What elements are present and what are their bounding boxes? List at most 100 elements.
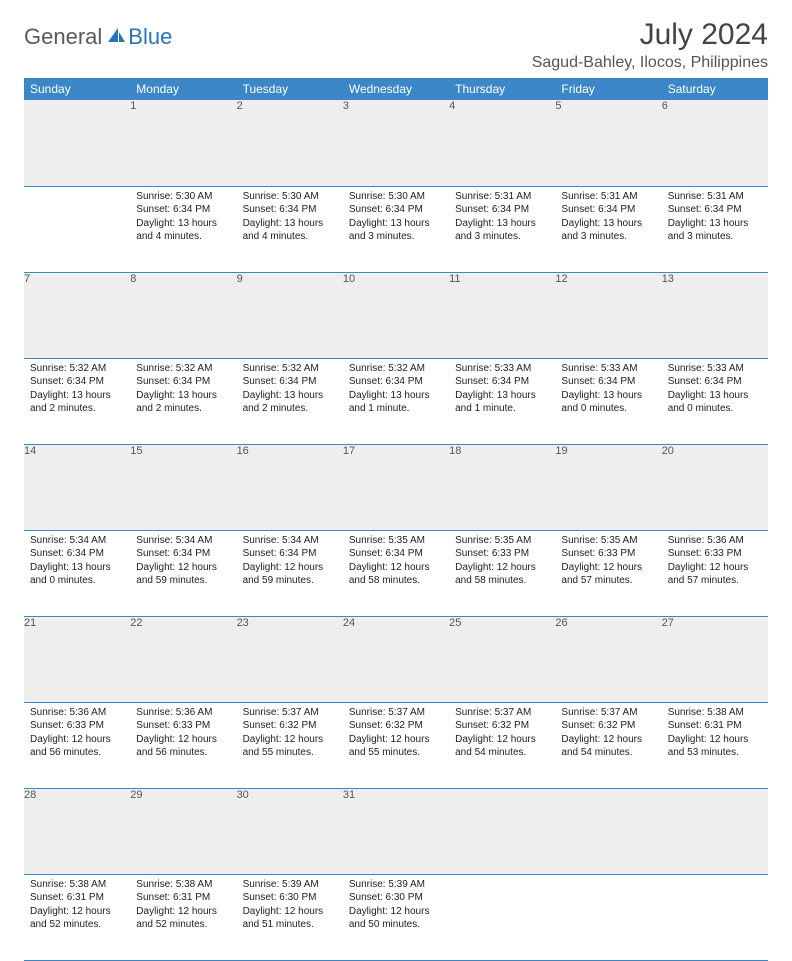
sunset-text: Sunset: 6:34 PM [30, 547, 124, 561]
day-cell: Sunrise: 5:32 AMSunset: 6:34 PMDaylight:… [24, 358, 130, 444]
day-number: 29 [130, 788, 236, 874]
sunset-text: Sunset: 6:33 PM [668, 547, 762, 561]
day-number: 8 [130, 272, 236, 358]
day1-text: Daylight: 12 hours [455, 561, 549, 575]
day-cell: Sunrise: 5:36 AMSunset: 6:33 PMDaylight:… [24, 702, 130, 788]
day-cell: Sunrise: 5:32 AMSunset: 6:34 PMDaylight:… [130, 358, 236, 444]
logo-text-blue: Blue [128, 24, 172, 50]
day2-text: and 50 minutes. [349, 918, 443, 932]
day2-text: and 54 minutes. [455, 746, 549, 760]
day2-text: and 3 minutes. [349, 230, 443, 244]
sunset-text: Sunset: 6:34 PM [668, 375, 762, 389]
sunrise-text: Sunrise: 5:37 AM [561, 706, 655, 720]
day-cell [555, 874, 661, 960]
day2-text: and 3 minutes. [668, 230, 762, 244]
sunrise-text: Sunrise: 5:30 AM [349, 190, 443, 204]
day-number: 15 [130, 444, 236, 530]
sunset-text: Sunset: 6:34 PM [243, 547, 337, 561]
day-number: 20 [662, 444, 768, 530]
daynum-row: 123456 [24, 100, 768, 186]
sunrise-text: Sunrise: 5:33 AM [561, 362, 655, 376]
weekday-header: Thursday [449, 78, 555, 100]
day1-text: Daylight: 13 hours [136, 389, 230, 403]
logo: General Blue [24, 18, 172, 50]
day1-text: Daylight: 13 hours [30, 389, 124, 403]
day-number: 18 [449, 444, 555, 530]
day1-text: Daylight: 12 hours [243, 905, 337, 919]
day1-text: Daylight: 13 hours [668, 389, 762, 403]
day2-text: and 2 minutes. [243, 402, 337, 416]
sunset-text: Sunset: 6:30 PM [349, 891, 443, 905]
sunset-text: Sunset: 6:33 PM [455, 547, 549, 561]
calendar-table: Sunday Monday Tuesday Wednesday Thursday… [24, 78, 768, 961]
day-cell [449, 874, 555, 960]
sunset-text: Sunset: 6:34 PM [243, 203, 337, 217]
weekday-header: Tuesday [237, 78, 343, 100]
day1-text: Daylight: 12 hours [561, 733, 655, 747]
sunset-text: Sunset: 6:32 PM [455, 719, 549, 733]
day-cell: Sunrise: 5:38 AMSunset: 6:31 PMDaylight:… [130, 874, 236, 960]
daynum-row: 14151617181920 [24, 444, 768, 530]
sunrise-text: Sunrise: 5:39 AM [243, 878, 337, 892]
sunset-text: Sunset: 6:34 PM [349, 203, 443, 217]
sunrise-text: Sunrise: 5:36 AM [668, 534, 762, 548]
day-cell: Sunrise: 5:35 AMSunset: 6:33 PMDaylight:… [449, 530, 555, 616]
day-number: 16 [237, 444, 343, 530]
sunset-text: Sunset: 6:34 PM [668, 203, 762, 217]
location-subtitle: Sagud-Bahley, Ilocos, Philippines [532, 54, 768, 72]
day1-text: Daylight: 12 hours [668, 733, 762, 747]
day-cell: Sunrise: 5:35 AMSunset: 6:33 PMDaylight:… [555, 530, 661, 616]
sunrise-text: Sunrise: 5:31 AM [455, 190, 549, 204]
day-cell: Sunrise: 5:32 AMSunset: 6:34 PMDaylight:… [237, 358, 343, 444]
day1-text: Daylight: 13 hours [30, 561, 124, 575]
day1-text: Daylight: 13 hours [668, 217, 762, 231]
day2-text: and 0 minutes. [561, 402, 655, 416]
day2-text: and 0 minutes. [30, 574, 124, 588]
day-number: 12 [555, 272, 661, 358]
sunrise-text: Sunrise: 5:36 AM [136, 706, 230, 720]
sunrise-text: Sunrise: 5:34 AM [243, 534, 337, 548]
sunset-text: Sunset: 6:33 PM [561, 547, 655, 561]
day-cell: Sunrise: 5:37 AMSunset: 6:32 PMDaylight:… [449, 702, 555, 788]
day-cell: Sunrise: 5:37 AMSunset: 6:32 PMDaylight:… [343, 702, 449, 788]
day-cell: Sunrise: 5:33 AMSunset: 6:34 PMDaylight:… [449, 358, 555, 444]
day-number: 9 [237, 272, 343, 358]
day-number: 21 [24, 616, 130, 702]
sunrise-text: Sunrise: 5:37 AM [243, 706, 337, 720]
day2-text: and 2 minutes. [136, 402, 230, 416]
day2-text: and 3 minutes. [455, 230, 549, 244]
day2-text: and 57 minutes. [668, 574, 762, 588]
day2-text: and 55 minutes. [349, 746, 443, 760]
day-cell: Sunrise: 5:33 AMSunset: 6:34 PMDaylight:… [662, 358, 768, 444]
sunset-text: Sunset: 6:34 PM [243, 375, 337, 389]
day1-text: Daylight: 13 hours [455, 217, 549, 231]
day-cell: Sunrise: 5:39 AMSunset: 6:30 PMDaylight:… [343, 874, 449, 960]
day-number: 7 [24, 272, 130, 358]
sunrise-text: Sunrise: 5:34 AM [30, 534, 124, 548]
day-number: 1 [130, 100, 236, 186]
week-row: Sunrise: 5:34 AMSunset: 6:34 PMDaylight:… [24, 530, 768, 616]
day-number [24, 100, 130, 186]
day-cell: Sunrise: 5:37 AMSunset: 6:32 PMDaylight:… [237, 702, 343, 788]
day1-text: Daylight: 12 hours [349, 905, 443, 919]
day-number: 28 [24, 788, 130, 874]
day-number [555, 788, 661, 874]
day1-text: Daylight: 12 hours [243, 561, 337, 575]
daynum-row: 28293031 [24, 788, 768, 874]
weekday-header: Wednesday [343, 78, 449, 100]
day2-text: and 56 minutes. [136, 746, 230, 760]
weekday-header: Saturday [662, 78, 768, 100]
sunrise-text: Sunrise: 5:32 AM [243, 362, 337, 376]
daynum-row: 21222324252627 [24, 616, 768, 702]
day2-text: and 3 minutes. [561, 230, 655, 244]
day1-text: Daylight: 13 hours [243, 389, 337, 403]
sunrise-text: Sunrise: 5:38 AM [30, 878, 124, 892]
sunrise-text: Sunrise: 5:32 AM [136, 362, 230, 376]
day2-text: and 58 minutes. [349, 574, 443, 588]
day2-text: and 53 minutes. [668, 746, 762, 760]
day1-text: Daylight: 13 hours [136, 217, 230, 231]
day-number: 3 [343, 100, 449, 186]
day2-text: and 51 minutes. [243, 918, 337, 932]
week-row: Sunrise: 5:36 AMSunset: 6:33 PMDaylight:… [24, 702, 768, 788]
logo-text-general: General [24, 24, 102, 50]
